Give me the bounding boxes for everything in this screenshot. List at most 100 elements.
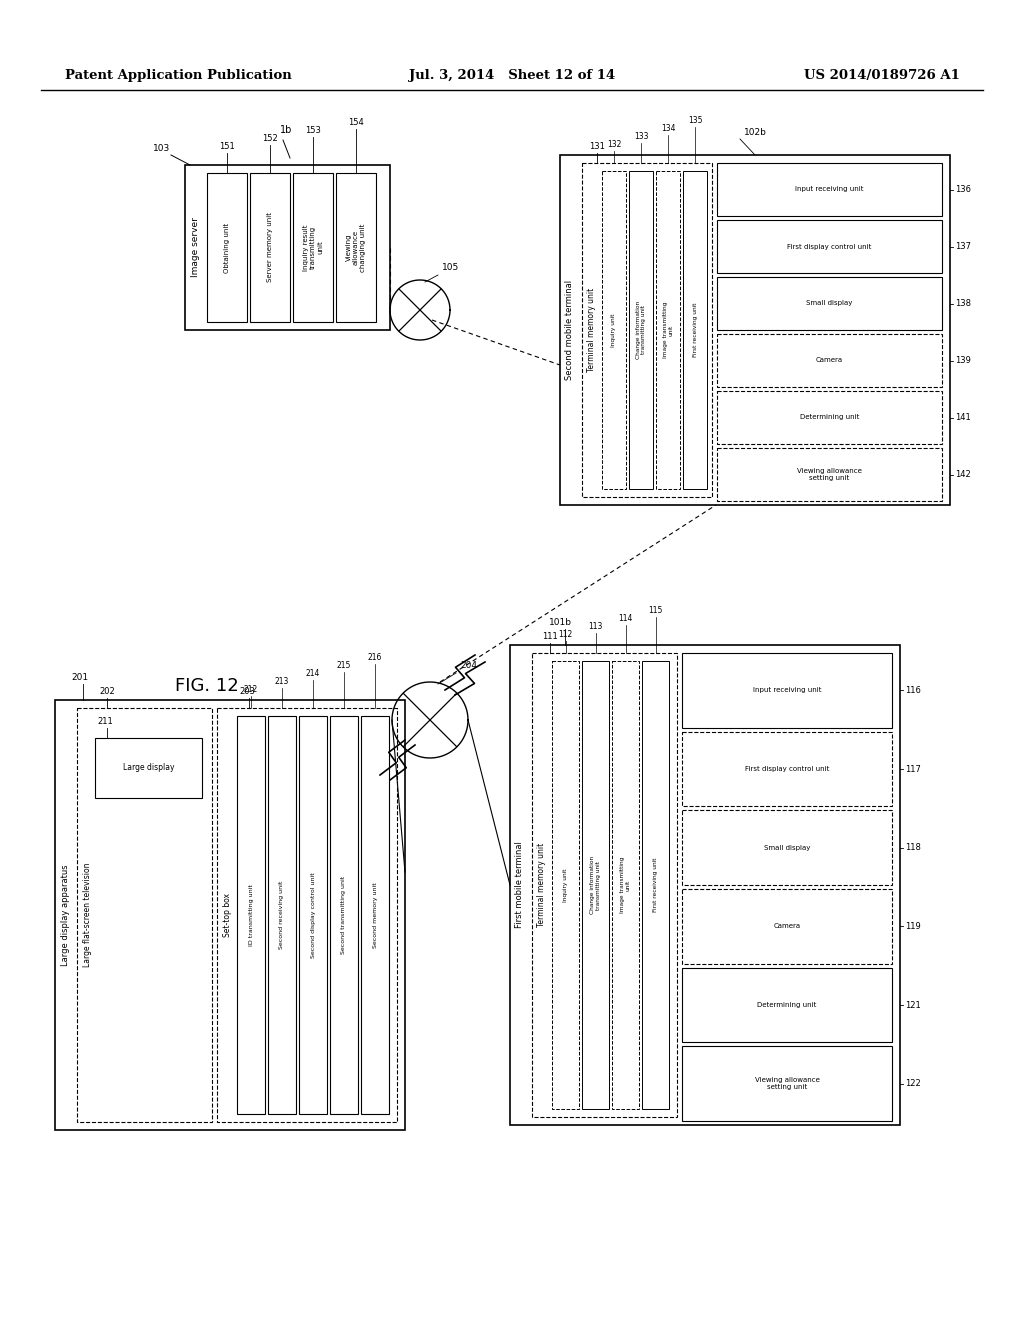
Bar — [717, 447, 942, 502]
Text: FIG. 12: FIG. 12 — [175, 677, 239, 696]
Text: Second display control unit: Second display control unit — [310, 873, 315, 958]
Text: Server memory unit: Server memory unit — [267, 213, 273, 282]
Bar — [510, 645, 900, 1125]
Text: 137: 137 — [955, 242, 971, 251]
Text: Determining unit: Determining unit — [800, 414, 859, 421]
Text: 216: 216 — [368, 653, 382, 663]
Bar — [552, 661, 579, 1109]
Text: Inquiry unit: Inquiry unit — [611, 313, 616, 347]
Bar — [682, 1047, 892, 1121]
Text: ID transmitting unit: ID transmitting unit — [249, 884, 254, 946]
Text: Large display: Large display — [123, 763, 174, 772]
Text: 113: 113 — [589, 622, 603, 631]
Text: 138: 138 — [955, 300, 971, 308]
Text: Inquiry unit: Inquiry unit — [563, 869, 568, 902]
Text: Viewing
allowance
changing unit: Viewing allowance changing unit — [346, 223, 366, 272]
Text: 112: 112 — [558, 630, 572, 639]
Text: 212: 212 — [244, 685, 258, 694]
Text: First display control unit: First display control unit — [787, 243, 871, 249]
Text: 141: 141 — [955, 413, 971, 422]
Bar — [268, 715, 296, 1114]
Bar — [642, 661, 669, 1109]
Bar — [582, 162, 712, 498]
Text: Change information
transmitting unit: Change information transmitting unit — [590, 855, 601, 913]
Text: 117: 117 — [905, 764, 921, 774]
Bar — [299, 715, 327, 1114]
Text: 152: 152 — [262, 135, 278, 143]
Text: Second mobile terminal: Second mobile terminal — [565, 280, 574, 380]
Text: Input receiving unit: Input receiving unit — [753, 688, 821, 693]
Bar — [582, 661, 609, 1109]
Text: First receiving unit: First receiving unit — [692, 302, 697, 358]
Bar — [560, 154, 950, 506]
Text: 215: 215 — [337, 661, 351, 671]
Text: Jul. 3, 2014   Sheet 12 of 14: Jul. 3, 2014 Sheet 12 of 14 — [409, 69, 615, 82]
Bar — [250, 173, 290, 322]
Text: First receiving unit: First receiving unit — [653, 858, 658, 912]
Bar — [237, 715, 265, 1114]
Text: First display control unit: First display control unit — [744, 766, 829, 772]
Text: 105: 105 — [442, 263, 459, 272]
Text: 121: 121 — [905, 1001, 921, 1010]
Text: Terminal memory unit: Terminal memory unit — [537, 843, 546, 927]
Text: 119: 119 — [905, 921, 921, 931]
Text: 153: 153 — [305, 125, 321, 135]
Text: Terminal memory unit: Terminal memory unit — [587, 288, 596, 372]
Bar — [55, 700, 406, 1130]
Text: Patent Application Publication: Patent Application Publication — [65, 69, 292, 82]
Bar — [717, 220, 942, 273]
Bar — [656, 172, 680, 488]
Bar — [361, 715, 389, 1114]
Text: Change information
transmitting unit: Change information transmitting unit — [636, 301, 646, 359]
Text: Image server: Image server — [190, 218, 200, 277]
Text: Obtaining unit: Obtaining unit — [224, 223, 230, 272]
Text: Camera: Camera — [816, 358, 843, 363]
Bar — [682, 653, 892, 727]
Bar — [717, 162, 942, 216]
Bar — [217, 708, 397, 1122]
Text: Small display: Small display — [764, 845, 810, 850]
Bar — [612, 661, 639, 1109]
Text: 142: 142 — [955, 470, 971, 479]
Bar — [683, 172, 707, 488]
Text: 101b: 101b — [549, 618, 571, 627]
Text: Input receiving unit: Input receiving unit — [796, 186, 864, 193]
Text: 114: 114 — [618, 614, 633, 623]
Text: Camera: Camera — [773, 923, 801, 929]
Bar — [629, 172, 653, 488]
Bar — [682, 810, 892, 884]
Text: Second memory unit: Second memory unit — [373, 882, 378, 948]
Text: Large flat-screen television: Large flat-screen television — [83, 863, 91, 968]
Text: 201: 201 — [72, 673, 88, 682]
Bar — [532, 653, 677, 1117]
Bar — [330, 715, 358, 1114]
Text: Second transmitting unit: Second transmitting unit — [341, 876, 346, 954]
Text: 151: 151 — [219, 143, 234, 150]
Text: Viewing allowance
setting unit: Viewing allowance setting unit — [797, 469, 862, 480]
Text: 134: 134 — [660, 124, 675, 133]
Text: 211: 211 — [97, 717, 113, 726]
Text: First mobile terminal: First mobile terminal — [515, 842, 524, 928]
Text: 202: 202 — [99, 686, 115, 696]
Text: 214: 214 — [306, 669, 321, 678]
Text: 116: 116 — [905, 686, 921, 694]
Text: Determining unit: Determining unit — [758, 1002, 817, 1008]
Text: Image transmitting
unit: Image transmitting unit — [663, 302, 674, 358]
Text: Set-top box: Set-top box — [222, 894, 231, 937]
Text: 103: 103 — [153, 144, 170, 153]
Text: 204: 204 — [460, 661, 477, 671]
Text: 111: 111 — [542, 632, 558, 642]
Text: 154: 154 — [348, 117, 364, 127]
Text: 136: 136 — [955, 185, 971, 194]
Text: Viewing allowance
setting unit: Viewing allowance setting unit — [755, 1077, 819, 1090]
Text: 122: 122 — [905, 1080, 921, 1088]
Text: 203: 203 — [239, 686, 255, 696]
Text: Inquiry result
transmitting
unit: Inquiry result transmitting unit — [303, 224, 323, 271]
Bar — [717, 334, 942, 387]
Bar — [185, 165, 390, 330]
Bar — [293, 173, 333, 322]
Text: Second receiving unit: Second receiving unit — [280, 880, 285, 949]
Text: 118: 118 — [905, 843, 921, 853]
Bar — [717, 391, 942, 444]
Text: Large display apparatus: Large display apparatus — [60, 865, 70, 966]
